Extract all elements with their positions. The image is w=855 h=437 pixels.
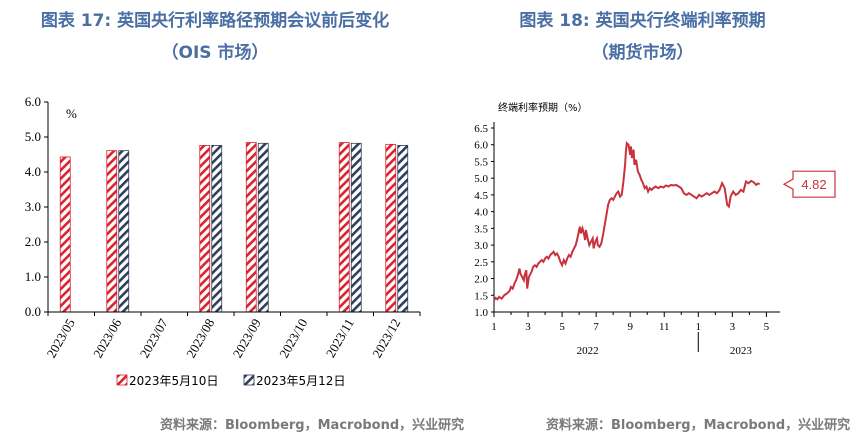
right-x-tick-label: 11	[659, 321, 670, 333]
callout-value: 4.82	[801, 177, 826, 192]
left-y-tick-label: 6.0	[25, 94, 41, 109]
left-chart-title: 图表 17: 英国央行利率路径预期会议前后变化	[40, 11, 390, 31]
right-y-tick-label: 3.5	[474, 223, 488, 235]
left-x-tick-label: 2023/06	[90, 316, 125, 361]
right-x-tick-label: 7	[593, 321, 599, 333]
bar-2023-09-series1	[245, 142, 257, 313]
left-y-tick-label: 1.0	[25, 269, 41, 284]
legend-swatch-may10	[116, 374, 128, 386]
right-y-tick-label: 1.0	[474, 307, 488, 319]
right-chart-subtitle: （期货市场）	[591, 43, 694, 63]
legend-swatch-may12	[243, 374, 255, 386]
left-y-tick-label: 4.0	[25, 164, 41, 179]
left-y-tick-label: 3.0	[25, 199, 41, 214]
right-x-tick-label: 5	[764, 321, 770, 333]
right-source-note: 资料来源：Bloomberg，Macrobond，兴业研究	[546, 418, 851, 433]
right-year-label: 2023	[730, 345, 753, 357]
left-unit-label: %	[66, 106, 77, 121]
left-x-axis: 2023/05 2023/06 2023/07 2023/08 2023/09 2023/…	[44, 311, 421, 361]
left-x-tick-label: 2023/11	[323, 316, 357, 360]
bar-2023-06-series1	[106, 150, 118, 313]
right-y-tick-label: 3.0	[474, 240, 488, 252]
right-y-tick-label: 4.0	[474, 207, 488, 219]
right-year-label: 2022	[577, 345, 599, 357]
left-x-tick-label: 2023/05	[44, 316, 78, 360]
right-line-chart: 1.0 1.5 2.0 2.5 3.0 3.5 4.0 4.5 5.0 5.5 6.0 6.5 终端利…	[474, 101, 836, 357]
bar-2023-08-series2	[211, 144, 223, 313]
bar-2023-11-series1	[338, 142, 350, 313]
right-chart-title: 图表 18: 英国央行终端利率预期	[519, 11, 766, 31]
right-x-tick-label: 3	[525, 321, 531, 333]
left-y-tick-label: 5.0	[25, 129, 41, 144]
right-x-tick-label: 3	[730, 321, 736, 333]
callout-box	[782, 170, 836, 198]
legend-label-may12: 2023年5月12日	[256, 374, 345, 388]
right-y-tick-label: 5.5	[474, 156, 488, 168]
left-x-tick-label: 2023/12	[369, 316, 403, 360]
bar-2023-08-series1	[199, 144, 211, 313]
bar-2023-11-series2	[350, 142, 362, 313]
left-legend: 2023年5月10日 2023年5月12日	[116, 374, 345, 388]
latest-value-callout: 4.82	[782, 170, 836, 198]
left-y-tick-label: 0.0	[25, 304, 41, 319]
left-bar-chart: 0.01.02.03.04.05.06.0 % 2023/05 2023/06 20…	[25, 94, 421, 388]
bar-2023-05-series1	[59, 156, 71, 313]
right-y-tick-label: 6.0	[474, 140, 488, 152]
right-y-tick-label: 1.5	[474, 290, 488, 302]
right-y-tick-label: 2.5	[474, 257, 488, 269]
legend-label-may10: 2023年5月10日	[129, 374, 218, 388]
bar-2023-12-series2	[397, 144, 409, 313]
right-y-tick-label: 4.5	[474, 190, 488, 202]
bar-2023-06-series2	[118, 150, 130, 313]
left-source-note: 资料来源：Bloomberg，Macrobond，兴业研究	[160, 418, 465, 433]
bar-2023-12-series1	[385, 143, 397, 313]
right-x-tick-label: 5	[559, 321, 565, 333]
left-x-tick-label: 2023/10	[276, 316, 310, 360]
left-x-tick-label: 2023/09	[230, 316, 264, 360]
bar-2023-09-series2	[257, 142, 269, 313]
right-x-tick-label: 1	[491, 321, 497, 333]
left-y-tick-label: 2.0	[25, 234, 41, 249]
left-x-tick-label: 2023/08	[183, 316, 217, 360]
right-y-axis: 1.0 1.5 2.0 2.5 3.0 3.5 4.0 4.5 5.0 5.5 6.0 6.5	[474, 122, 495, 319]
left-chart-subtitle: （OIS 市场）	[161, 43, 269, 63]
left-bars	[59, 142, 409, 313]
right-y-tick-label: 5.0	[474, 173, 488, 185]
left-y-axis: 0.0 1.0 2.0 3.0 4.0 5.0 6.0	[25, 94, 49, 319]
right-x-tick-label: 9	[627, 321, 633, 333]
terminal-rate-line	[493, 140, 760, 301]
left-x-tick-label: 2023/07	[137, 316, 172, 361]
right-y-tick-label: 6.5	[474, 123, 488, 135]
right-x-tick-label: 1	[696, 321, 702, 333]
right-series-label: 终端利率预期（%）	[498, 101, 588, 114]
right-y-tick-label: 2.0	[474, 274, 488, 286]
